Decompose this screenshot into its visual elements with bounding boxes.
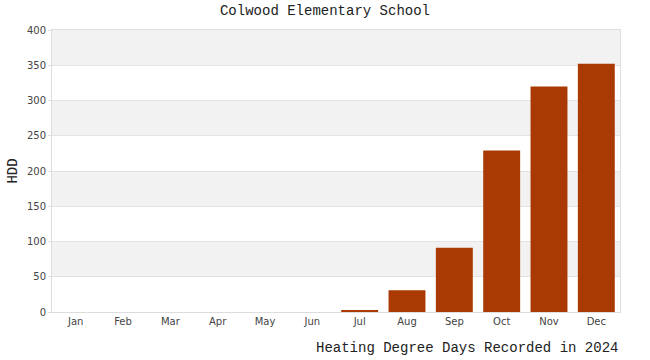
svg-text:Heating Degree Days Recorded i: Heating Degree Days Recorded in 2024 bbox=[316, 340, 618, 356]
svg-text:0: 0 bbox=[40, 307, 46, 318]
svg-text:Dec: Dec bbox=[587, 316, 606, 327]
svg-text:Oct: Oct bbox=[493, 316, 510, 327]
svg-text:May: May bbox=[255, 316, 276, 327]
svg-text:50: 50 bbox=[33, 271, 46, 282]
svg-text:150: 150 bbox=[27, 201, 46, 212]
svg-text:Colwood Elementary School: Colwood Elementary School bbox=[220, 3, 430, 19]
svg-text:Mar: Mar bbox=[161, 316, 181, 327]
svg-text:250: 250 bbox=[27, 130, 46, 141]
svg-text:Aug: Aug bbox=[397, 316, 417, 327]
svg-text:350: 350 bbox=[27, 60, 46, 71]
svg-text:Sep: Sep bbox=[445, 316, 464, 327]
svg-text:Apr: Apr bbox=[209, 316, 227, 327]
svg-text:Jan: Jan bbox=[67, 316, 83, 327]
svg-text:200: 200 bbox=[27, 166, 46, 177]
svg-text:400: 400 bbox=[27, 25, 46, 36]
svg-text:Jun: Jun bbox=[304, 316, 321, 327]
svg-text:100: 100 bbox=[27, 236, 46, 247]
svg-text:Nov: Nov bbox=[539, 316, 559, 327]
svg-text:Feb: Feb bbox=[114, 316, 132, 327]
svg-text:HDD: HDD bbox=[5, 158, 21, 183]
svg-text:Jul: Jul bbox=[353, 316, 366, 327]
svg-text:300: 300 bbox=[27, 95, 46, 106]
